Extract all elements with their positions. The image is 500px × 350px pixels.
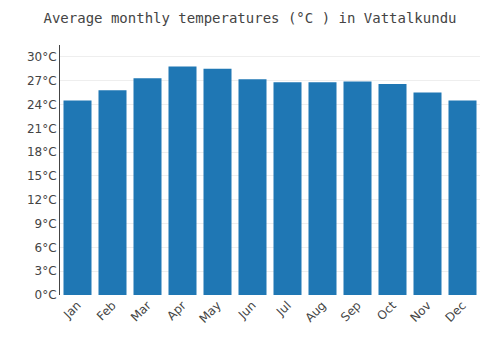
- svg-text:Oct: Oct: [374, 298, 399, 323]
- svg-text:Jun: Jun: [235, 298, 259, 322]
- svg-text:18°C: 18°C: [27, 145, 57, 159]
- svg-text:24°C: 24°C: [27, 98, 57, 112]
- svg-text:27°C: 27°C: [27, 74, 57, 88]
- svg-text:Aug: Aug: [302, 298, 328, 324]
- svg-text:6°C: 6°C: [35, 241, 57, 255]
- svg-text:Average monthly temperatures (: Average monthly temperatures (°C ) in Va…: [43, 10, 456, 26]
- svg-text:Nov: Nov: [407, 298, 433, 324]
- svg-text:Dec: Dec: [443, 298, 469, 324]
- svg-text:Apr: Apr: [164, 298, 189, 323]
- svg-text:0°C: 0°C: [35, 288, 57, 302]
- svg-text:15°C: 15°C: [27, 169, 57, 183]
- svg-text:9°C: 9°C: [35, 217, 57, 231]
- svg-text:Sep: Sep: [338, 298, 364, 324]
- svg-text:Feb: Feb: [94, 298, 119, 323]
- svg-text:12°C: 12°C: [27, 193, 57, 207]
- svg-text:30°C: 30°C: [27, 50, 57, 64]
- svg-text:Jan: Jan: [60, 298, 84, 322]
- svg-text:3°C: 3°C: [35, 264, 57, 278]
- svg-text:21°C: 21°C: [27, 122, 57, 136]
- svg-text:Mar: Mar: [128, 298, 154, 324]
- svg-text:Jul: Jul: [273, 298, 294, 319]
- svg-text:May: May: [196, 298, 223, 325]
